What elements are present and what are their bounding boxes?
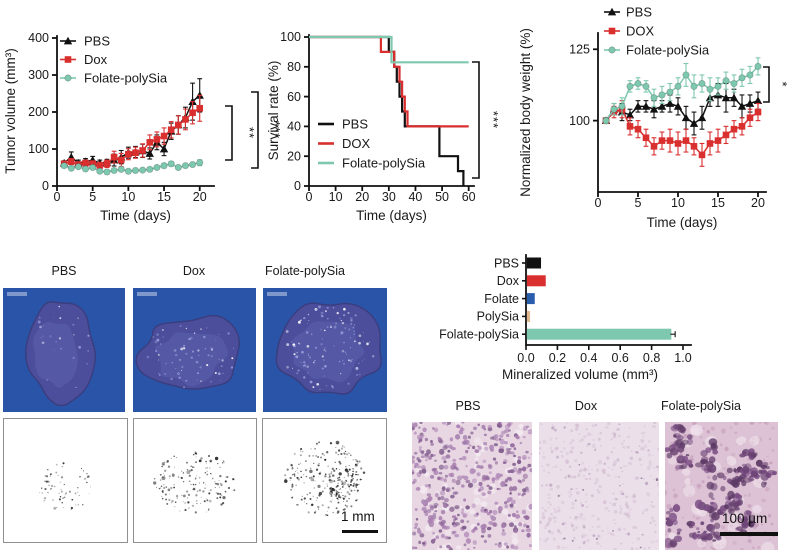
svg-text:40: 40: [287, 120, 301, 134]
svg-text:0.6: 0.6: [612, 351, 629, 365]
ct-label-pbs: PBS: [51, 264, 77, 278]
svg-text:0.8: 0.8: [643, 351, 660, 365]
histology-panel-dox: [539, 422, 659, 550]
xray-panel-dox: [133, 418, 257, 543]
svg-text:5: 5: [635, 196, 642, 210]
svg-text:Time (days): Time (days): [356, 208, 427, 223]
ct-panel-folate-polysia: [263, 288, 387, 412]
svg-text:30: 30: [382, 190, 396, 204]
svg-text:100: 100: [569, 114, 590, 128]
svg-text:***: ***: [486, 111, 501, 129]
ct-panel-pbs: [3, 288, 125, 412]
mineralized-volume-chart: PBS Dox Folate PolySia Folate-polySia 0.0 0.2 0…: [439, 254, 692, 382]
svg-text:5: 5: [89, 190, 96, 204]
svg-text:0: 0: [42, 179, 49, 193]
svg-text:Time (days): Time (days): [647, 215, 718, 230]
hist-label-folate-polysia: Folate-polySia: [661, 399, 741, 413]
svg-text:Time (days): Time (days): [100, 208, 171, 223]
svg-text:100: 100: [28, 142, 49, 156]
scalebar-100um: [720, 532, 778, 536]
svg-text:DOX: DOX: [342, 136, 371, 151]
body-weight-chart: 100 125 0 5 10 15 20 Time (days) Normalized body…: [518, 5, 790, 231]
svg-text:Folate-polySia: Folate-polySia: [84, 71, 168, 86]
svg-text:20: 20: [355, 190, 369, 204]
svg-text:60: 60: [462, 190, 476, 204]
svg-text:1.0: 1.0: [674, 351, 691, 365]
svg-text:400: 400: [28, 31, 49, 45]
svg-text:PolySia: PolySia: [477, 310, 519, 324]
svg-text:15: 15: [711, 196, 725, 210]
svg-text:20: 20: [751, 196, 765, 210]
svg-text:**: **: [242, 127, 257, 139]
svg-text:***: ***: [268, 121, 283, 139]
svg-text:200: 200: [28, 105, 49, 119]
histology-panel-folate-polysia: [665, 422, 778, 550]
ct-label-dox: Dox: [182, 264, 206, 278]
ct-panel-dox: [133, 288, 256, 412]
svg-text:60: 60: [287, 90, 301, 104]
ct-label-folate-polysia: Folate-polySia: [265, 264, 345, 278]
svg-text:20: 20: [287, 149, 301, 163]
svg-text:Survival rate (%): Survival rate (%): [266, 61, 281, 161]
svg-text:40: 40: [408, 190, 422, 204]
svg-text:10: 10: [329, 190, 343, 204]
svg-text:Folate-polySia: Folate-polySia: [439, 328, 519, 342]
svg-text:80: 80: [287, 60, 301, 74]
svg-text:Tumor volume (mm³): Tumor volume (mm³): [3, 48, 18, 174]
svg-text:50: 50: [435, 190, 449, 204]
svg-text:*: *: [775, 81, 790, 87]
svg-text:Dox: Dox: [497, 274, 520, 288]
svg-text:10: 10: [671, 196, 685, 210]
svg-text:0.0: 0.0: [517, 351, 534, 365]
svg-text:Dox: Dox: [84, 52, 108, 67]
svg-text:0.2: 0.2: [549, 351, 566, 365]
svg-text:Folate-polySia: Folate-polySia: [626, 43, 710, 58]
hist-label-pbs: PBS: [455, 399, 481, 413]
scalebar-1mm: [342, 530, 378, 533]
svg-text:20: 20: [193, 190, 207, 204]
histology-panel-pbs: [412, 422, 532, 550]
svg-text:0.4: 0.4: [580, 351, 597, 365]
hist-label-dox: Dox: [574, 399, 598, 413]
svg-text:Folate: Folate: [484, 292, 519, 306]
scalebar-100um-label: 100 µm: [722, 511, 768, 526]
svg-text:0: 0: [595, 196, 602, 210]
svg-text:Mineralized volume (mm³): Mineralized volume (mm³): [502, 367, 658, 382]
svg-text:PBS: PBS: [626, 5, 652, 20]
survival-chart: 0 20 40 60 80 100 0 10 20 30 40 50 60 Time (days) Surv…: [266, 30, 501, 223]
svg-text:125: 125: [569, 42, 590, 56]
svg-text:15: 15: [157, 190, 171, 204]
svg-text:PBS: PBS: [84, 34, 110, 49]
svg-text:300: 300: [28, 68, 49, 82]
svg-text:PBS: PBS: [494, 256, 519, 270]
svg-text:0: 0: [306, 190, 313, 204]
svg-text:10: 10: [121, 190, 135, 204]
svg-text:PBS: PBS: [342, 117, 368, 132]
svg-text:100: 100: [280, 30, 301, 44]
xray-panel-folate-polysia: [262, 418, 387, 543]
svg-text:DOX: DOX: [626, 24, 655, 39]
svg-text:Folate-polySia: Folate-polySia: [342, 156, 426, 171]
svg-text:0: 0: [54, 190, 61, 204]
tumor-volume-chart: 0 100 200 300 400 0 5 10 15 20 Time (days) Tumor vo…: [3, 31, 283, 223]
xray-panel-pbs: [3, 418, 128, 543]
svg-text:Normalized body weight (%): Normalized body weight (%): [518, 28, 533, 197]
svg-text:0: 0: [294, 179, 301, 193]
scalebar-1mm-label: 1 mm: [341, 509, 375, 524]
